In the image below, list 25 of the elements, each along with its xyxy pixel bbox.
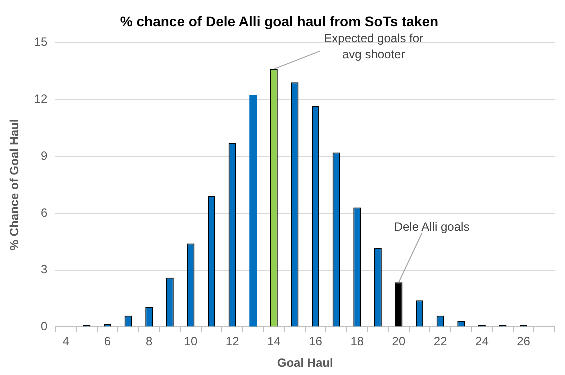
x-tick-label: 26 <box>517 334 531 349</box>
bar <box>250 94 258 327</box>
y-tick-label: 3 <box>41 262 48 277</box>
x-tick-label: 18 <box>350 334 364 349</box>
x-tick-label: 24 <box>476 334 490 349</box>
y-tick-label: 6 <box>41 206 48 220</box>
x-tick-label: 4 <box>62 334 70 349</box>
bar <box>395 282 403 327</box>
x-tick-label: 6 <box>104 334 112 349</box>
annotation: Dele Alli goals <box>394 220 470 234</box>
x-tick-label: 10 <box>184 334 198 349</box>
x-tick-label: 8 <box>146 334 154 349</box>
x-tick-label: 20 <box>392 334 406 349</box>
y-tick-label: 12 <box>34 92 48 106</box>
y-tick-label: 15 <box>34 35 48 50</box>
y-tick-label: 9 <box>41 148 48 163</box>
chart-title: % chance of Dele Alli goal haul from SoTs taken <box>120 13 439 30</box>
y-tick-label: 0 <box>41 320 48 334</box>
x-tick-label: 16 <box>309 334 323 349</box>
x-tick-label: 22 <box>434 334 448 349</box>
x-tick-label: 12 <box>226 334 240 349</box>
x-axis-title: Goal Haul <box>277 356 334 370</box>
y-axis-title: % Chance of Goal Haul <box>8 119 22 251</box>
annotation: Expected goals for avg shooter <box>324 32 424 62</box>
x-tick-label: 14 <box>267 334 282 349</box>
